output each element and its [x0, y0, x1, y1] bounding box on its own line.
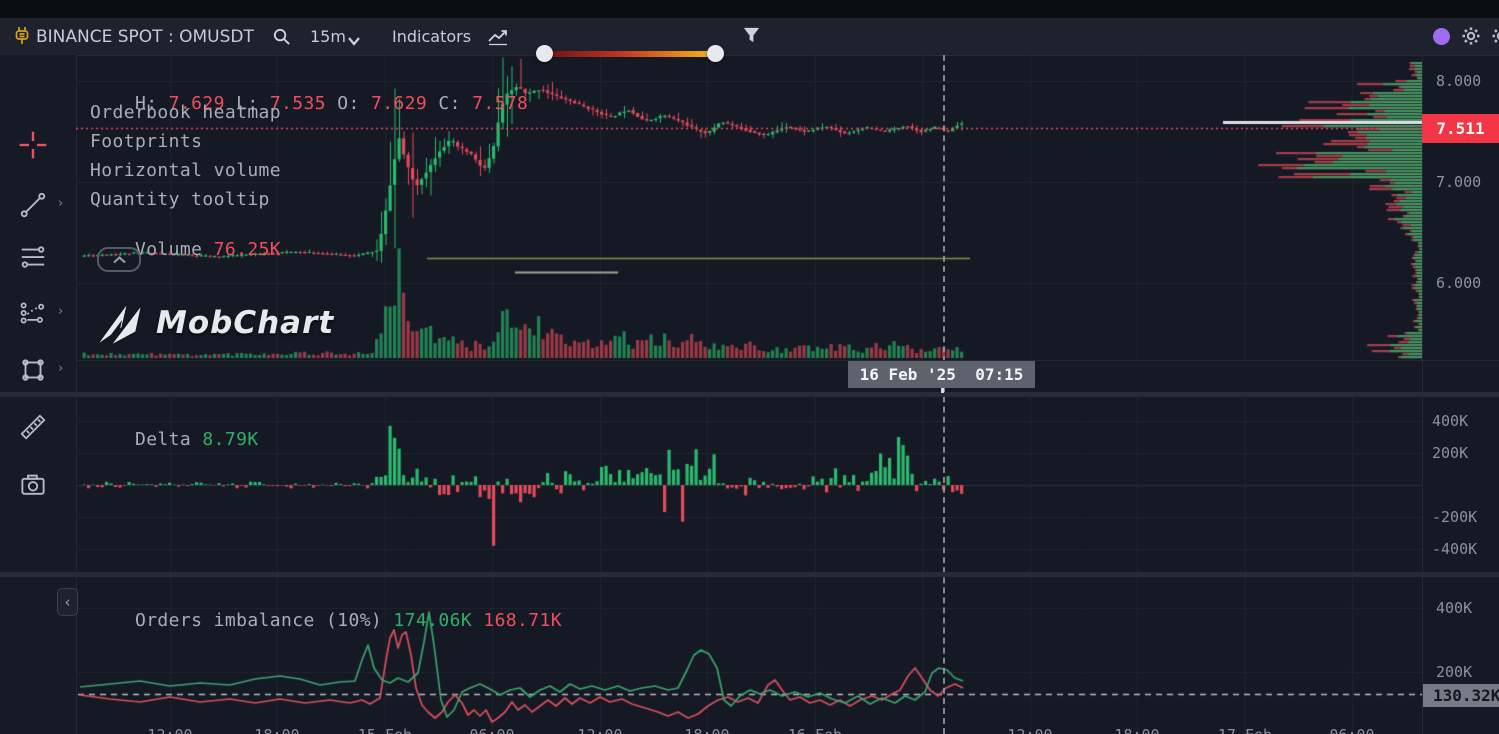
collapse-panel-button[interactable]: ‹ — [57, 588, 78, 616]
time-axis-divider — [76, 360, 1499, 361]
ohlc-readout: H: 7.629 L: 7.535 O: 7.629 C: 7.578 — [90, 72, 528, 135]
price-axis-divider — [1422, 55, 1423, 734]
ohlc-l-label: L: — [224, 93, 270, 114]
toolbar: BINANCE SPOT : OMUSDT 15m Indicators — [0, 18, 1499, 62]
crosshair-tool[interactable] — [16, 128, 50, 162]
horizontal-lines-tool[interactable] — [16, 240, 50, 274]
price-label: 8.000 — [1436, 72, 1482, 90]
ohlc-l-value: 7.535 — [269, 93, 326, 114]
volume-readout: Volume 76.25K — [90, 218, 281, 281]
time-label: 16 Feb — [788, 726, 842, 734]
trend-line-expand-chevron[interactable]: › — [58, 196, 64, 211]
time-label: 18:00 — [1114, 726, 1159, 734]
delta-chart[interactable] — [76, 397, 1422, 572]
curve-expand-chevron[interactable]: › — [58, 304, 64, 319]
time-label: 12:00 — [1007, 726, 1052, 734]
time-label: 06:00 — [469, 726, 514, 734]
delta-label: Delta — [134, 429, 203, 450]
chevron-up-icon — [112, 255, 126, 263]
ruler-tool[interactable] — [16, 410, 50, 444]
delta-axis-label: -200K — [1432, 508, 1478, 526]
more-settings-icon[interactable] — [1491, 26, 1499, 50]
settings-gear-icon[interactable] — [1461, 26, 1481, 50]
imbalance-axis-label: 200K — [1436, 663, 1473, 681]
time-label: 18:00 — [254, 726, 299, 734]
indicators-trend-icon[interactable] — [487, 28, 509, 50]
timeframe-selector[interactable]: 15m — [310, 27, 346, 46]
indicators-button[interactable]: Indicators — [392, 27, 472, 46]
trend-line-tool[interactable] — [16, 188, 50, 222]
curve-tool[interactable] — [16, 296, 50, 330]
imbalance-axis[interactable]: 400K 200K — [1422, 577, 1499, 734]
panel-divider[interactable] — [0, 392, 1499, 397]
slider-handle-left[interactable] — [536, 45, 553, 62]
ohlc-o-value: 7.629 — [370, 93, 428, 114]
rectangle-expand-chevron[interactable]: › — [58, 361, 64, 376]
imbalance-label: Orders imbalance (10%) — [134, 610, 394, 631]
crosshair-time-tick — [941, 388, 944, 393]
symbol-title[interactable]: BINANCE SPOT : OMUSDT — [36, 27, 254, 47]
imbalance-buy-value: 174.06K — [393, 610, 473, 631]
volume-value: 76.25K — [213, 239, 282, 260]
time-label: 06:00 — [1329, 726, 1374, 734]
window-top-strip — [0, 0, 1499, 18]
crosshair-time-tooltip: 16 Feb '25 07:15 — [848, 361, 1035, 388]
ohlc-h-value: 7.629 — [168, 93, 225, 114]
time-axis[interactable]: 12:00 18:00 15 Feb 06:00 12:00 18:00 16 Feb 12:… — [0, 360, 1499, 734]
price-label: 7.000 — [1436, 173, 1482, 191]
time-label: 12:00 — [577, 726, 622, 734]
delta-axis[interactable]: 400K 200K -200K -400K — [1422, 397, 1499, 572]
imbalance-chart[interactable] — [76, 577, 1422, 734]
delta-value: 8.79K — [202, 429, 259, 450]
ohlc-h-label: H: — [134, 93, 169, 114]
exchange-plug-icon — [12, 26, 32, 52]
delta-axis-label: -400K — [1432, 540, 1478, 558]
indicator-label-footprints[interactable]: Footprints — [90, 131, 203, 152]
screenshot-camera-tool[interactable] — [16, 468, 50, 502]
time-label: 15 Feb — [358, 726, 412, 734]
delta-header: Delta 8.79K — [90, 408, 259, 471]
price-axis[interactable]: 8.000 7.000 6.000 — [1422, 55, 1499, 360]
imbalance-axis-label: 400K — [1436, 599, 1473, 617]
imbalance-sell-value: 168.71K — [483, 610, 562, 631]
delta-axis-label: 400K — [1432, 412, 1469, 430]
time-label: 17 Feb — [1218, 726, 1272, 734]
account-status-dot[interactable] — [1433, 28, 1450, 45]
delta-axis-label: 200K — [1432, 444, 1469, 462]
imbalance-header: Orders imbalance (10%) 174.06K 168.71K — [90, 589, 562, 652]
watermark-logo: MobChart — [92, 298, 334, 348]
search-icon[interactable] — [272, 27, 291, 50]
rectangle-tool[interactable] — [16, 353, 50, 387]
last-price-badge: 7.511 — [1422, 114, 1499, 143]
panel-divider[interactable] — [0, 572, 1499, 577]
price-label: 6.000 — [1436, 274, 1482, 292]
ohlc-c-label: C: — [427, 93, 473, 114]
collapse-indicators-button[interactable] — [97, 247, 141, 272]
heatmap-intensity-slider[interactable] — [536, 45, 724, 62]
slider-handle-right[interactable] — [707, 45, 724, 62]
ohlc-o-label: O: — [326, 93, 371, 114]
volume-label: Volume — [134, 239, 214, 260]
time-label: 18:00 — [684, 726, 729, 734]
indicator-label-quantity-tooltip[interactable]: Quantity tooltip — [90, 189, 270, 210]
mobchart-logo-icon — [95, 301, 143, 347]
indicator-label-horizontal-volume[interactable]: Horizontal volume — [90, 160, 282, 181]
candlestick-chart[interactable] — [76, 55, 1422, 360]
chevron-down-icon[interactable] — [347, 32, 361, 51]
indicator-label-orderbook-heatmap[interactable]: Orderbook heatmap — [90, 102, 282, 123]
ohlc-c-value: 7.578 — [472, 93, 529, 114]
filter-icon[interactable] — [742, 26, 761, 49]
time-label: 12:00 — [147, 726, 192, 734]
watermark-text: MobChart — [156, 305, 335, 341]
imbalance-level-badge: 130.32K — [1423, 684, 1499, 707]
